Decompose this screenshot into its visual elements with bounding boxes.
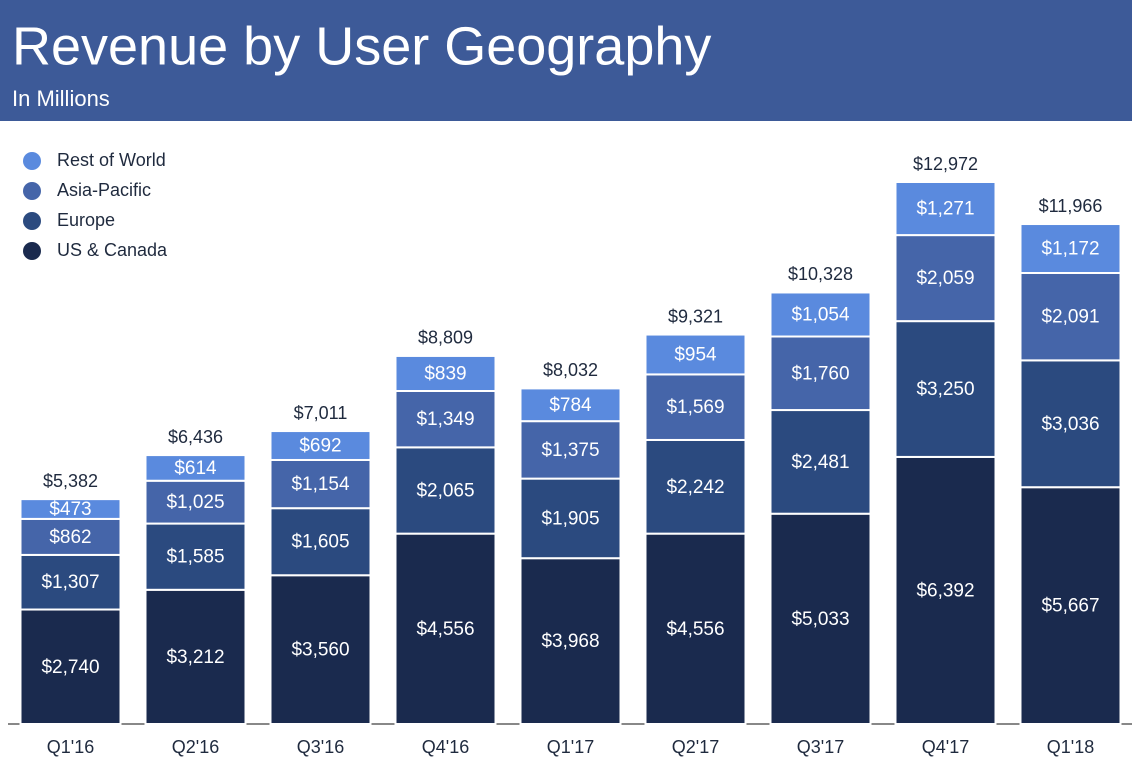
total-label: $8,809 (418, 328, 473, 348)
value-label: $2,740 (41, 657, 99, 678)
bar-segment (269, 574, 372, 725)
x-tick-label: Q4'17 (922, 737, 969, 757)
x-tick-label: Q3'17 (797, 737, 844, 757)
value-label: $2,091 (1041, 307, 1099, 328)
bar-segment (394, 532, 497, 725)
bar-segment (894, 455, 997, 725)
bar-segment (644, 438, 747, 535)
x-tick-label: Q1'18 (1047, 737, 1094, 757)
total-label: $9,321 (668, 306, 723, 326)
legend-marker (23, 212, 41, 230)
value-label: $1,605 (291, 532, 349, 553)
bar-segment (394, 389, 497, 449)
bar-segment (1019, 486, 1122, 725)
legend-label: Europe (57, 210, 115, 230)
bar-segment (144, 454, 247, 482)
value-label: $3,968 (541, 631, 599, 652)
bar-segment (269, 507, 372, 577)
value-label: $1,271 (916, 199, 974, 220)
value-label: $6,392 (916, 580, 974, 601)
bar-segment (769, 291, 872, 338)
value-label: $3,036 (1041, 414, 1099, 435)
x-tick-label: Q4'16 (422, 737, 469, 757)
total-label: $6,436 (168, 427, 223, 447)
value-label: $2,242 (666, 477, 724, 498)
total-label: $5,382 (43, 471, 98, 491)
value-label: $614 (174, 458, 217, 479)
total-label: $10,328 (788, 264, 853, 284)
value-label: $784 (549, 395, 592, 416)
bar-segment (144, 479, 247, 525)
total-label: $11,966 (1039, 196, 1103, 216)
legend-label: Asia-Pacific (57, 180, 151, 200)
value-label: $1,172 (1041, 239, 1099, 260)
bar-segment (269, 458, 372, 510)
bar-segment (519, 477, 622, 560)
bar-segment (269, 430, 372, 461)
bar-segment (644, 532, 747, 725)
bar-segment (1019, 272, 1122, 362)
chart-title: Revenue by User Geography (12, 16, 711, 76)
value-label: $839 (424, 363, 466, 384)
value-label: $1,054 (791, 305, 850, 326)
legend-label: US & Canada (57, 240, 168, 260)
value-label: $862 (49, 527, 91, 548)
value-label: $1,585 (166, 547, 224, 568)
value-label: $1,025 (166, 492, 224, 513)
value-label: $692 (299, 436, 341, 457)
x-tick-label: Q2'17 (672, 737, 719, 757)
value-label: $1,307 (41, 572, 99, 593)
value-label: $1,154 (291, 474, 350, 495)
bar-segment (144, 588, 247, 725)
bar-segment (519, 420, 622, 480)
bar-segment (894, 320, 997, 458)
value-label: $1,349 (416, 409, 474, 430)
chart-subtitle: In Millions (12, 86, 110, 111)
value-label: $1,905 (541, 508, 599, 529)
value-label: $3,212 (166, 647, 224, 668)
legend-label: Rest of World (57, 150, 166, 170)
value-label: $473 (49, 499, 91, 520)
legend-marker (23, 182, 41, 200)
bar-segment (19, 498, 122, 520)
bar-segment (519, 387, 622, 423)
value-label: $2,065 (416, 481, 474, 502)
bar-segment (894, 234, 997, 323)
bar-segment (19, 553, 122, 611)
bar-segment (769, 512, 872, 725)
value-label: $4,556 (416, 619, 474, 640)
legend-marker (23, 152, 41, 170)
value-label: $954 (674, 344, 717, 365)
value-label: $5,667 (1041, 596, 1099, 617)
header-band (0, 0, 1132, 121)
value-label: $4,556 (666, 619, 724, 640)
x-tick-label: Q2'16 (172, 737, 219, 757)
bar-segment (519, 557, 622, 725)
bar-segment (644, 373, 747, 441)
value-label: $1,375 (541, 440, 599, 461)
bar-segment (1019, 223, 1122, 275)
value-label: $5,033 (791, 609, 849, 630)
total-label: $7,011 (294, 403, 348, 423)
bar-segment (769, 409, 872, 515)
total-label: $12,972 (913, 154, 978, 174)
bar-segment (19, 608, 122, 725)
value-label: $2,481 (791, 452, 849, 473)
bar-segment (644, 333, 747, 376)
value-label: $1,569 (666, 397, 724, 418)
x-tick-label: Q1'17 (547, 737, 594, 757)
value-label: $3,250 (916, 379, 974, 400)
value-label: $1,760 (791, 363, 849, 384)
x-tick-label: Q3'16 (297, 737, 344, 757)
value-label: $3,560 (291, 640, 349, 661)
value-label: $2,059 (916, 268, 974, 289)
bar-segment (144, 522, 247, 591)
legend-marker (23, 242, 41, 260)
x-tick-label: Q1'16 (47, 737, 94, 757)
total-label: $8,032 (543, 360, 598, 380)
bar-segment (894, 181, 997, 237)
bar-segment (394, 446, 497, 535)
bar-segment (394, 354, 497, 392)
